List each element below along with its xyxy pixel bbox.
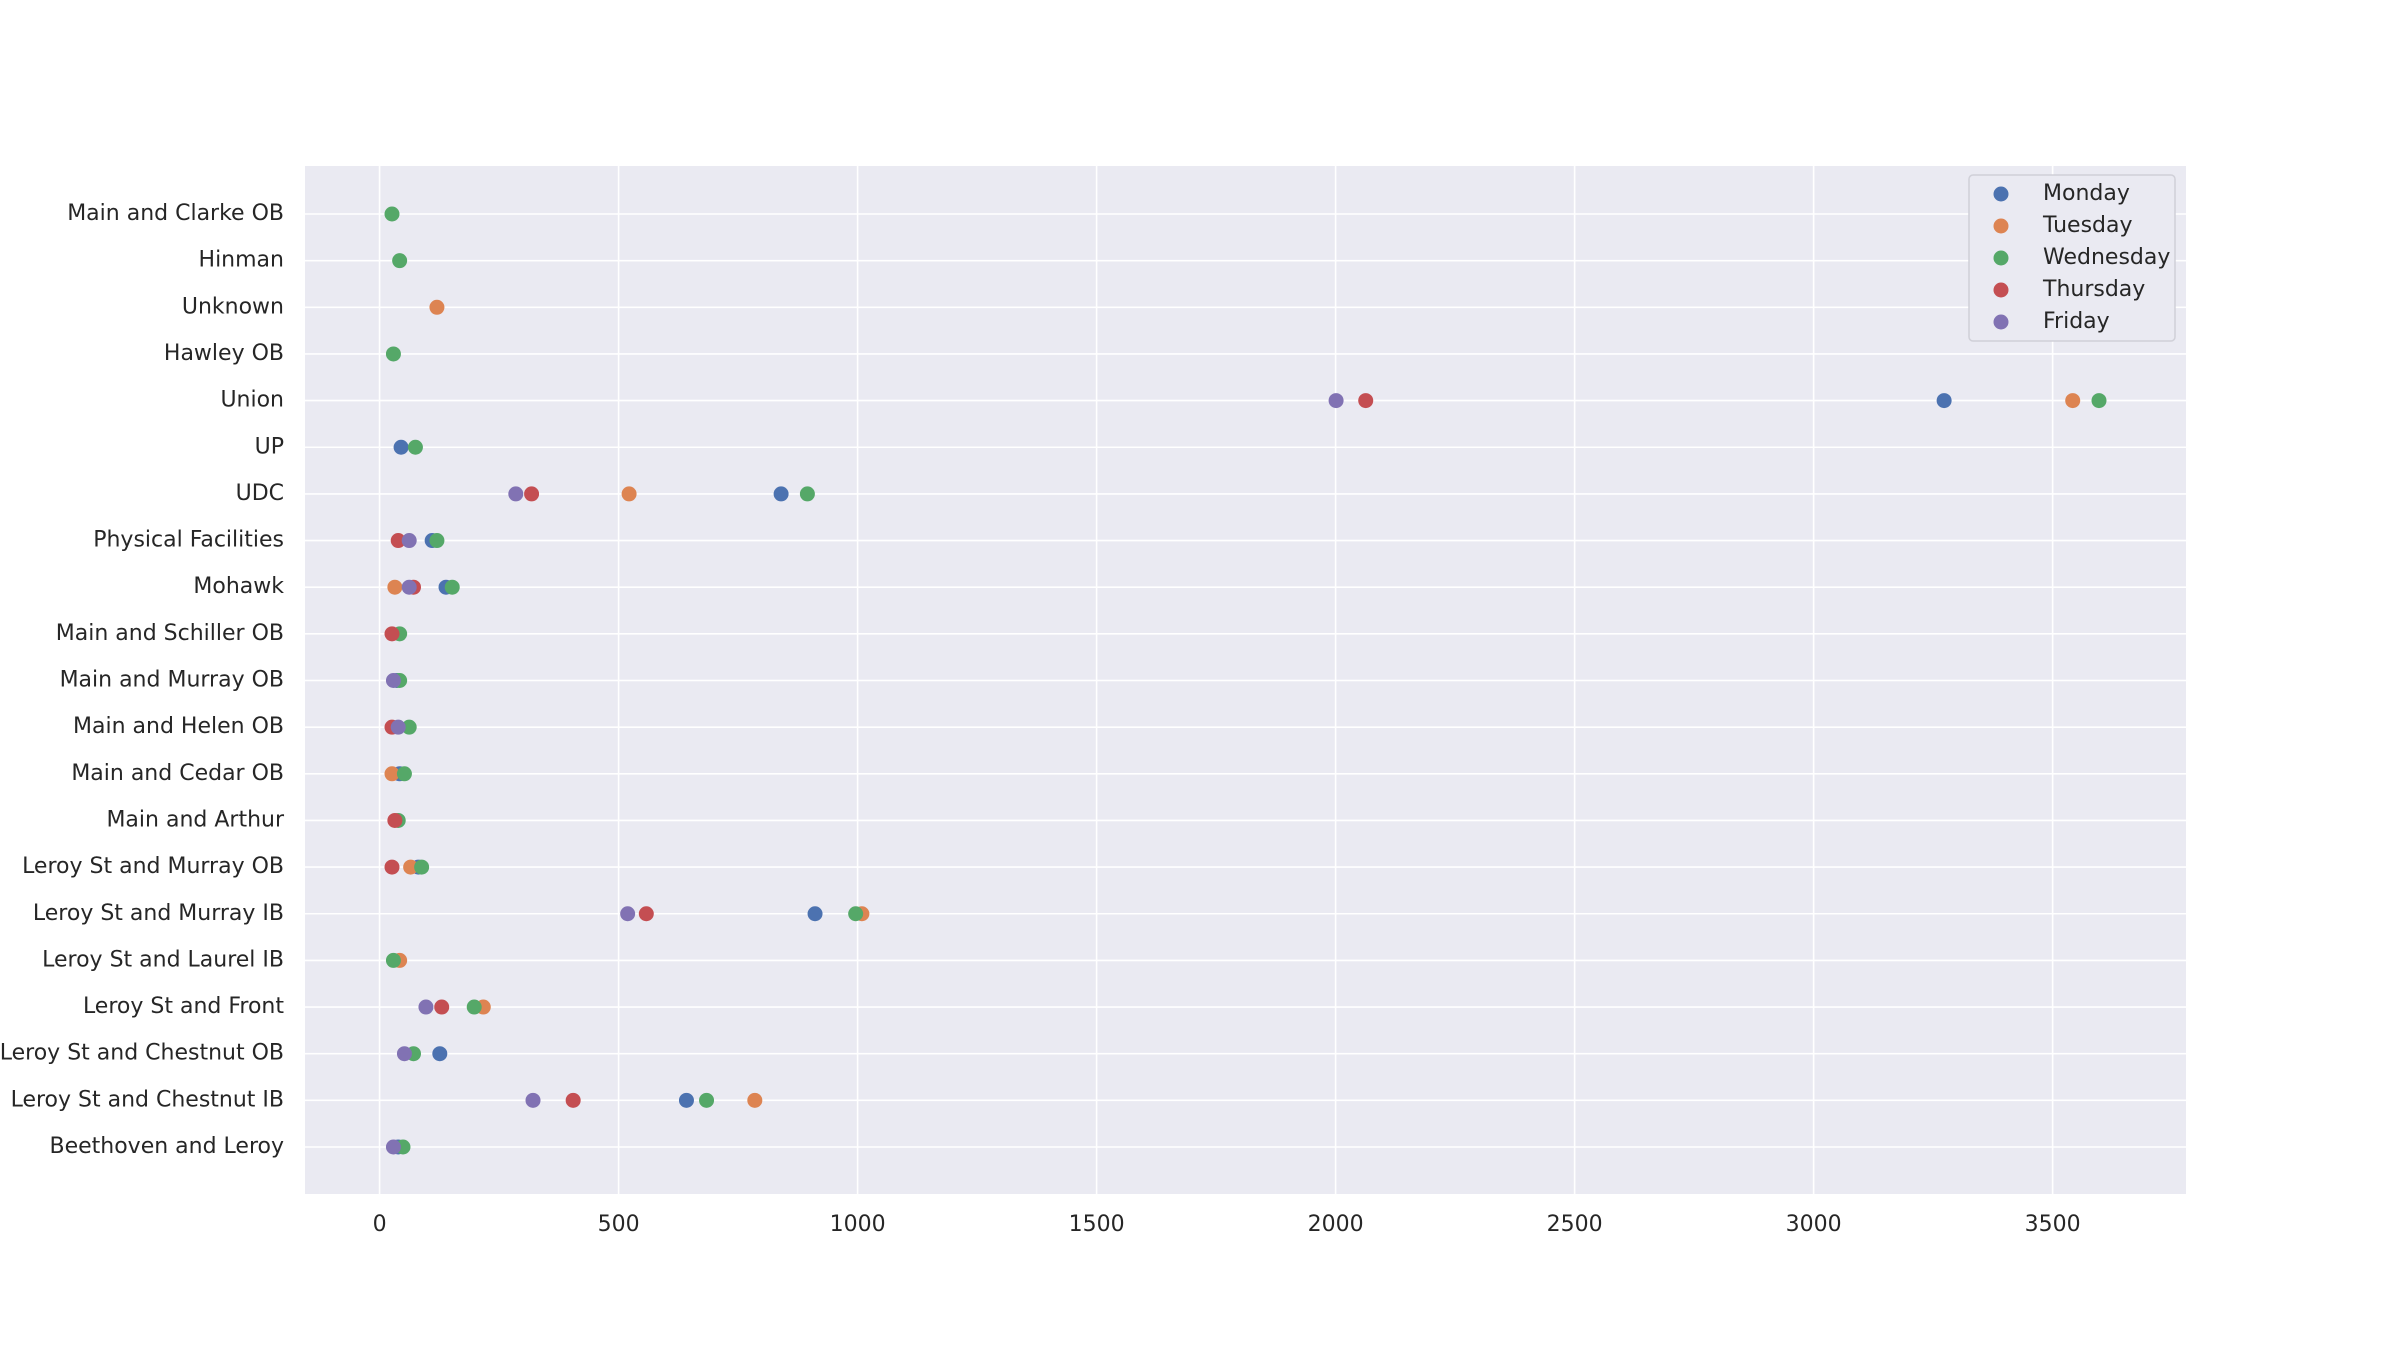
point (773, 486, 789, 502)
legend-label: Thursday (2042, 277, 2145, 302)
point (429, 299, 445, 315)
point (385, 346, 401, 362)
point (525, 1092, 541, 1108)
y-tick-label: Main and Murray OB (60, 668, 284, 693)
point (699, 1092, 715, 1108)
legend-label: Monday (2043, 181, 2130, 206)
y-tick-label: Beethoven and Leroy (49, 1134, 284, 1159)
point (508, 486, 524, 502)
point (799, 486, 815, 502)
point (385, 1139, 401, 1155)
point (429, 533, 445, 549)
point (848, 906, 864, 922)
point (384, 206, 400, 222)
y-tick-label: Main and Clarke OB (67, 201, 284, 226)
point (444, 579, 460, 595)
point (392, 253, 408, 269)
point (414, 859, 430, 875)
y-tick-label: Hawley OB (164, 341, 284, 366)
x-tick-label: 0 (373, 1212, 387, 1237)
point (565, 1092, 581, 1108)
legend-label: Tuesday (2042, 213, 2133, 238)
legend-marker (1993, 250, 2009, 266)
point (1358, 393, 1374, 409)
y-tick-label: UP (255, 434, 284, 459)
legend-marker (1993, 314, 2009, 330)
y-tick-label: UDC (236, 481, 284, 506)
y-tick-label: Hinman (199, 248, 284, 273)
point (384, 859, 400, 875)
legend-marker (1993, 218, 2009, 234)
point (393, 439, 409, 455)
legend-marker (1993, 186, 2009, 202)
point (407, 439, 423, 455)
y-tick-label: Leroy St and Chestnut IB (11, 1087, 284, 1112)
x-tick-label: 1000 (830, 1212, 886, 1237)
point (385, 673, 401, 688)
point (434, 999, 450, 1015)
y-tick-label: Leroy St and Chestnut OB (0, 1041, 284, 1066)
x-tick-label: 1500 (1069, 1212, 1125, 1237)
x-tick-label: 3500 (2025, 1212, 2081, 1237)
point (396, 766, 412, 782)
y-tick-label: Unknown (182, 294, 284, 319)
point (401, 579, 417, 595)
point (620, 906, 636, 922)
x-tick-label: 2500 (1547, 1212, 1603, 1237)
x-tick-label: 2000 (1308, 1212, 1364, 1237)
point (432, 1046, 448, 1062)
point (387, 812, 403, 828)
x-tick-label: 3000 (1786, 1212, 1842, 1237)
point (2091, 393, 2107, 409)
point (387, 579, 403, 595)
point (524, 486, 540, 502)
point (418, 999, 434, 1015)
point (385, 952, 401, 968)
legend-marker (1993, 282, 2009, 298)
y-tick-label: Mohawk (193, 574, 284, 599)
point (621, 486, 637, 502)
y-tick-label: Main and Schiller OB (56, 621, 284, 646)
legend-label: Wednesday (2043, 245, 2170, 270)
y-tick-label: Main and Cedar OB (71, 761, 284, 786)
x-tick-label: 500 (598, 1212, 640, 1237)
y-tick-label: Leroy St and Murray IB (33, 901, 284, 926)
point (401, 719, 417, 735)
point (747, 1092, 763, 1108)
y-tick-label: Union (220, 388, 284, 413)
legend: Monday Tuesday Wednesday Thursday Friday (1968, 174, 2176, 342)
point (384, 766, 400, 782)
point (384, 626, 400, 642)
point (466, 999, 482, 1015)
point (396, 1046, 412, 1062)
y-tick-label: Main and Arthur (106, 807, 285, 832)
point (390, 533, 406, 549)
point (2065, 393, 2081, 409)
legend-label: Friday (2043, 309, 2110, 334)
y-tick-label: Leroy St and Murray OB (22, 854, 284, 879)
y-tick-label: Physical Facilities (93, 528, 284, 553)
point (807, 906, 823, 922)
point (403, 859, 419, 875)
y-tick-label: Main and Helen OB (73, 714, 284, 739)
point (390, 719, 406, 735)
point (1328, 393, 1344, 409)
y-tick-label: Leroy St and Front (83, 994, 284, 1019)
point (1936, 393, 1952, 409)
point (638, 906, 654, 922)
y-tick-label: Leroy St and Laurel IB (42, 947, 284, 972)
legend-box (1968, 174, 2176, 342)
point (678, 1092, 694, 1108)
point (401, 533, 417, 549)
